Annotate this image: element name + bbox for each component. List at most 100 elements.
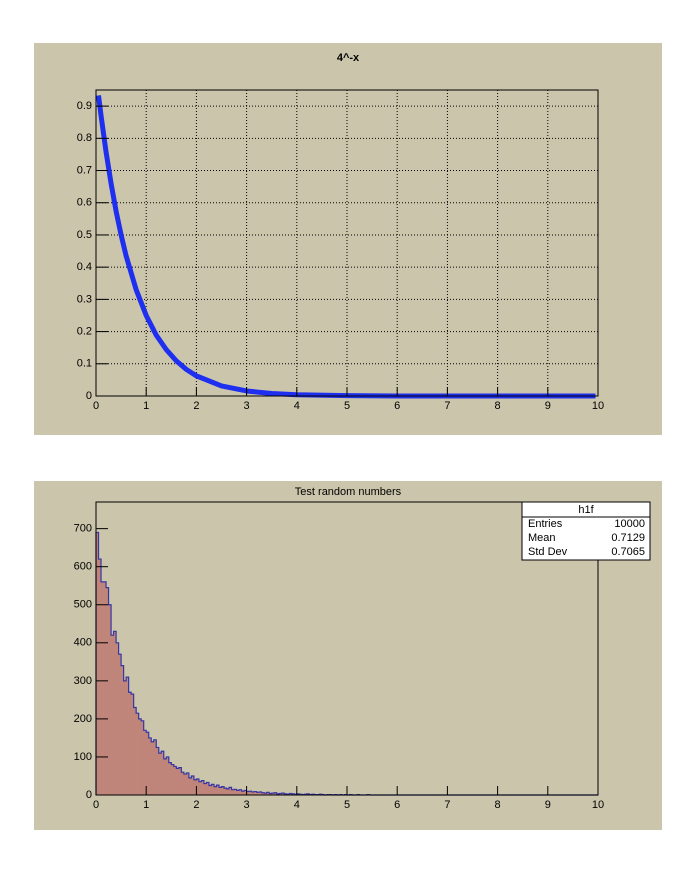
histogram-bar [181, 772, 185, 795]
histogram-bar [176, 768, 180, 795]
stats-label: Entries [528, 518, 563, 530]
histogram-bar [166, 756, 170, 795]
histogram-bar [266, 792, 270, 795]
histogram-bar [203, 783, 207, 795]
pad: 4^-x 0 1 2 3 4 5 6 7 8 9 10 0 0.1 0.2 0.3 0.4 0.5 0.6 0.7 0.… [34, 43, 662, 435]
x-tick-label: 7 [444, 400, 450, 412]
y-tick-label: 0.2 [77, 325, 92, 337]
x-tick-label: 3 [244, 799, 250, 811]
stats-value: 0.7129 [611, 532, 645, 544]
histogram-bar [143, 730, 147, 795]
histogram-bar [244, 790, 247, 795]
histogram-bar [271, 793, 275, 795]
histogram-bar [196, 779, 200, 795]
histogram-bar [123, 680, 127, 795]
histogram-bar [269, 793, 272, 795]
pad-background [34, 43, 662, 435]
histogram-bar [281, 793, 285, 795]
histogram-bar [201, 780, 205, 795]
x-tick-label: 9 [545, 799, 551, 811]
histogram-bar [128, 692, 132, 795]
histogram-bar [98, 559, 102, 795]
y-tick-label: 0.3 [77, 293, 92, 305]
histogram-bar [148, 737, 152, 795]
histogram-bar [221, 786, 225, 795]
y-tick-label: 0 [86, 789, 92, 801]
histogram-bar [168, 762, 172, 795]
histogram-bar [231, 789, 235, 795]
x-tick-label: 4 [294, 400, 300, 412]
stats-title: h1f [578, 504, 594, 516]
histogram-bar [173, 766, 177, 795]
histogram-bar [206, 782, 210, 795]
histogram-bar [153, 739, 157, 795]
histogram-bar [213, 786, 217, 795]
histogram-bar [171, 764, 175, 795]
histogram-bar [251, 791, 255, 795]
histogram-bar [108, 604, 112, 795]
y-tick-label: 0.7 [77, 164, 92, 176]
histogram-bar [103, 581, 107, 795]
histogram-bar [264, 793, 267, 795]
x-tick-label: 8 [495, 400, 501, 412]
x-tick-label: 4 [294, 799, 300, 811]
x-tick-label: 7 [444, 799, 450, 811]
y-tick-label: 300 [74, 675, 92, 687]
stats-value: 0.7065 [611, 546, 645, 558]
histogram-bar [96, 532, 99, 795]
histogram-bar [151, 741, 155, 795]
histogram-bar [239, 789, 242, 795]
histogram-bar [261, 792, 265, 795]
histogram-bar [183, 774, 187, 795]
stats-box [521, 501, 651, 561]
histogram-bar [216, 785, 220, 795]
histogram-bar [126, 677, 129, 795]
x-tick-label: 5 [344, 799, 350, 811]
stats-value: 10000 [614, 518, 645, 530]
x-tick-label: 6 [394, 799, 400, 811]
histogram-bar [279, 793, 283, 795]
histogram-bar [246, 791, 250, 795]
x-tick-label: 2 [193, 400, 199, 412]
histogram-bar [188, 777, 192, 795]
histogram-bar [226, 788, 230, 795]
x-tick-label: 9 [545, 400, 551, 412]
y-tick-label: 700 [74, 523, 92, 535]
chart-title: 4^-x [337, 52, 360, 64]
histogram-bar [254, 791, 257, 795]
histogram-bar [259, 791, 262, 795]
x-tick-label: 0 [93, 799, 99, 811]
histogram-bar [141, 720, 144, 795]
y-tick-label: 0.8 [77, 132, 92, 144]
histogram-bar [241, 791, 245, 795]
histogram-bar [101, 581, 104, 795]
y-tick-label: 100 [74, 751, 92, 763]
x-tick-label: 10 [592, 799, 604, 811]
histogram-bar [274, 792, 278, 795]
y-tick-label: 400 [74, 637, 92, 649]
x-tick-label: 2 [193, 799, 199, 811]
histogram-bar [191, 775, 195, 795]
y-tick-label: 500 [74, 599, 92, 611]
y-tick-label: 0.1 [77, 358, 92, 370]
histogram-bar [116, 642, 119, 795]
histogram-bar [208, 785, 212, 795]
histogram-bar [178, 767, 182, 795]
histogram-bar [118, 654, 122, 795]
x-tick-label: 0 [93, 400, 99, 412]
histogram-bar [249, 791, 252, 795]
histogram-bar [113, 631, 117, 795]
histogram-bar [236, 790, 240, 795]
histogram-bar [156, 747, 160, 795]
y-tick-label: 600 [74, 561, 92, 573]
histogram-bar [136, 713, 139, 795]
histogram-bar [211, 784, 215, 795]
y-tick-label: 0.4 [77, 261, 92, 273]
y-tick-label: 0 [86, 390, 92, 402]
y-tick-label: 200 [74, 713, 92, 725]
histogram-bar [186, 772, 190, 795]
histogram-bar [161, 751, 165, 795]
histogram-bar [234, 789, 237, 795]
